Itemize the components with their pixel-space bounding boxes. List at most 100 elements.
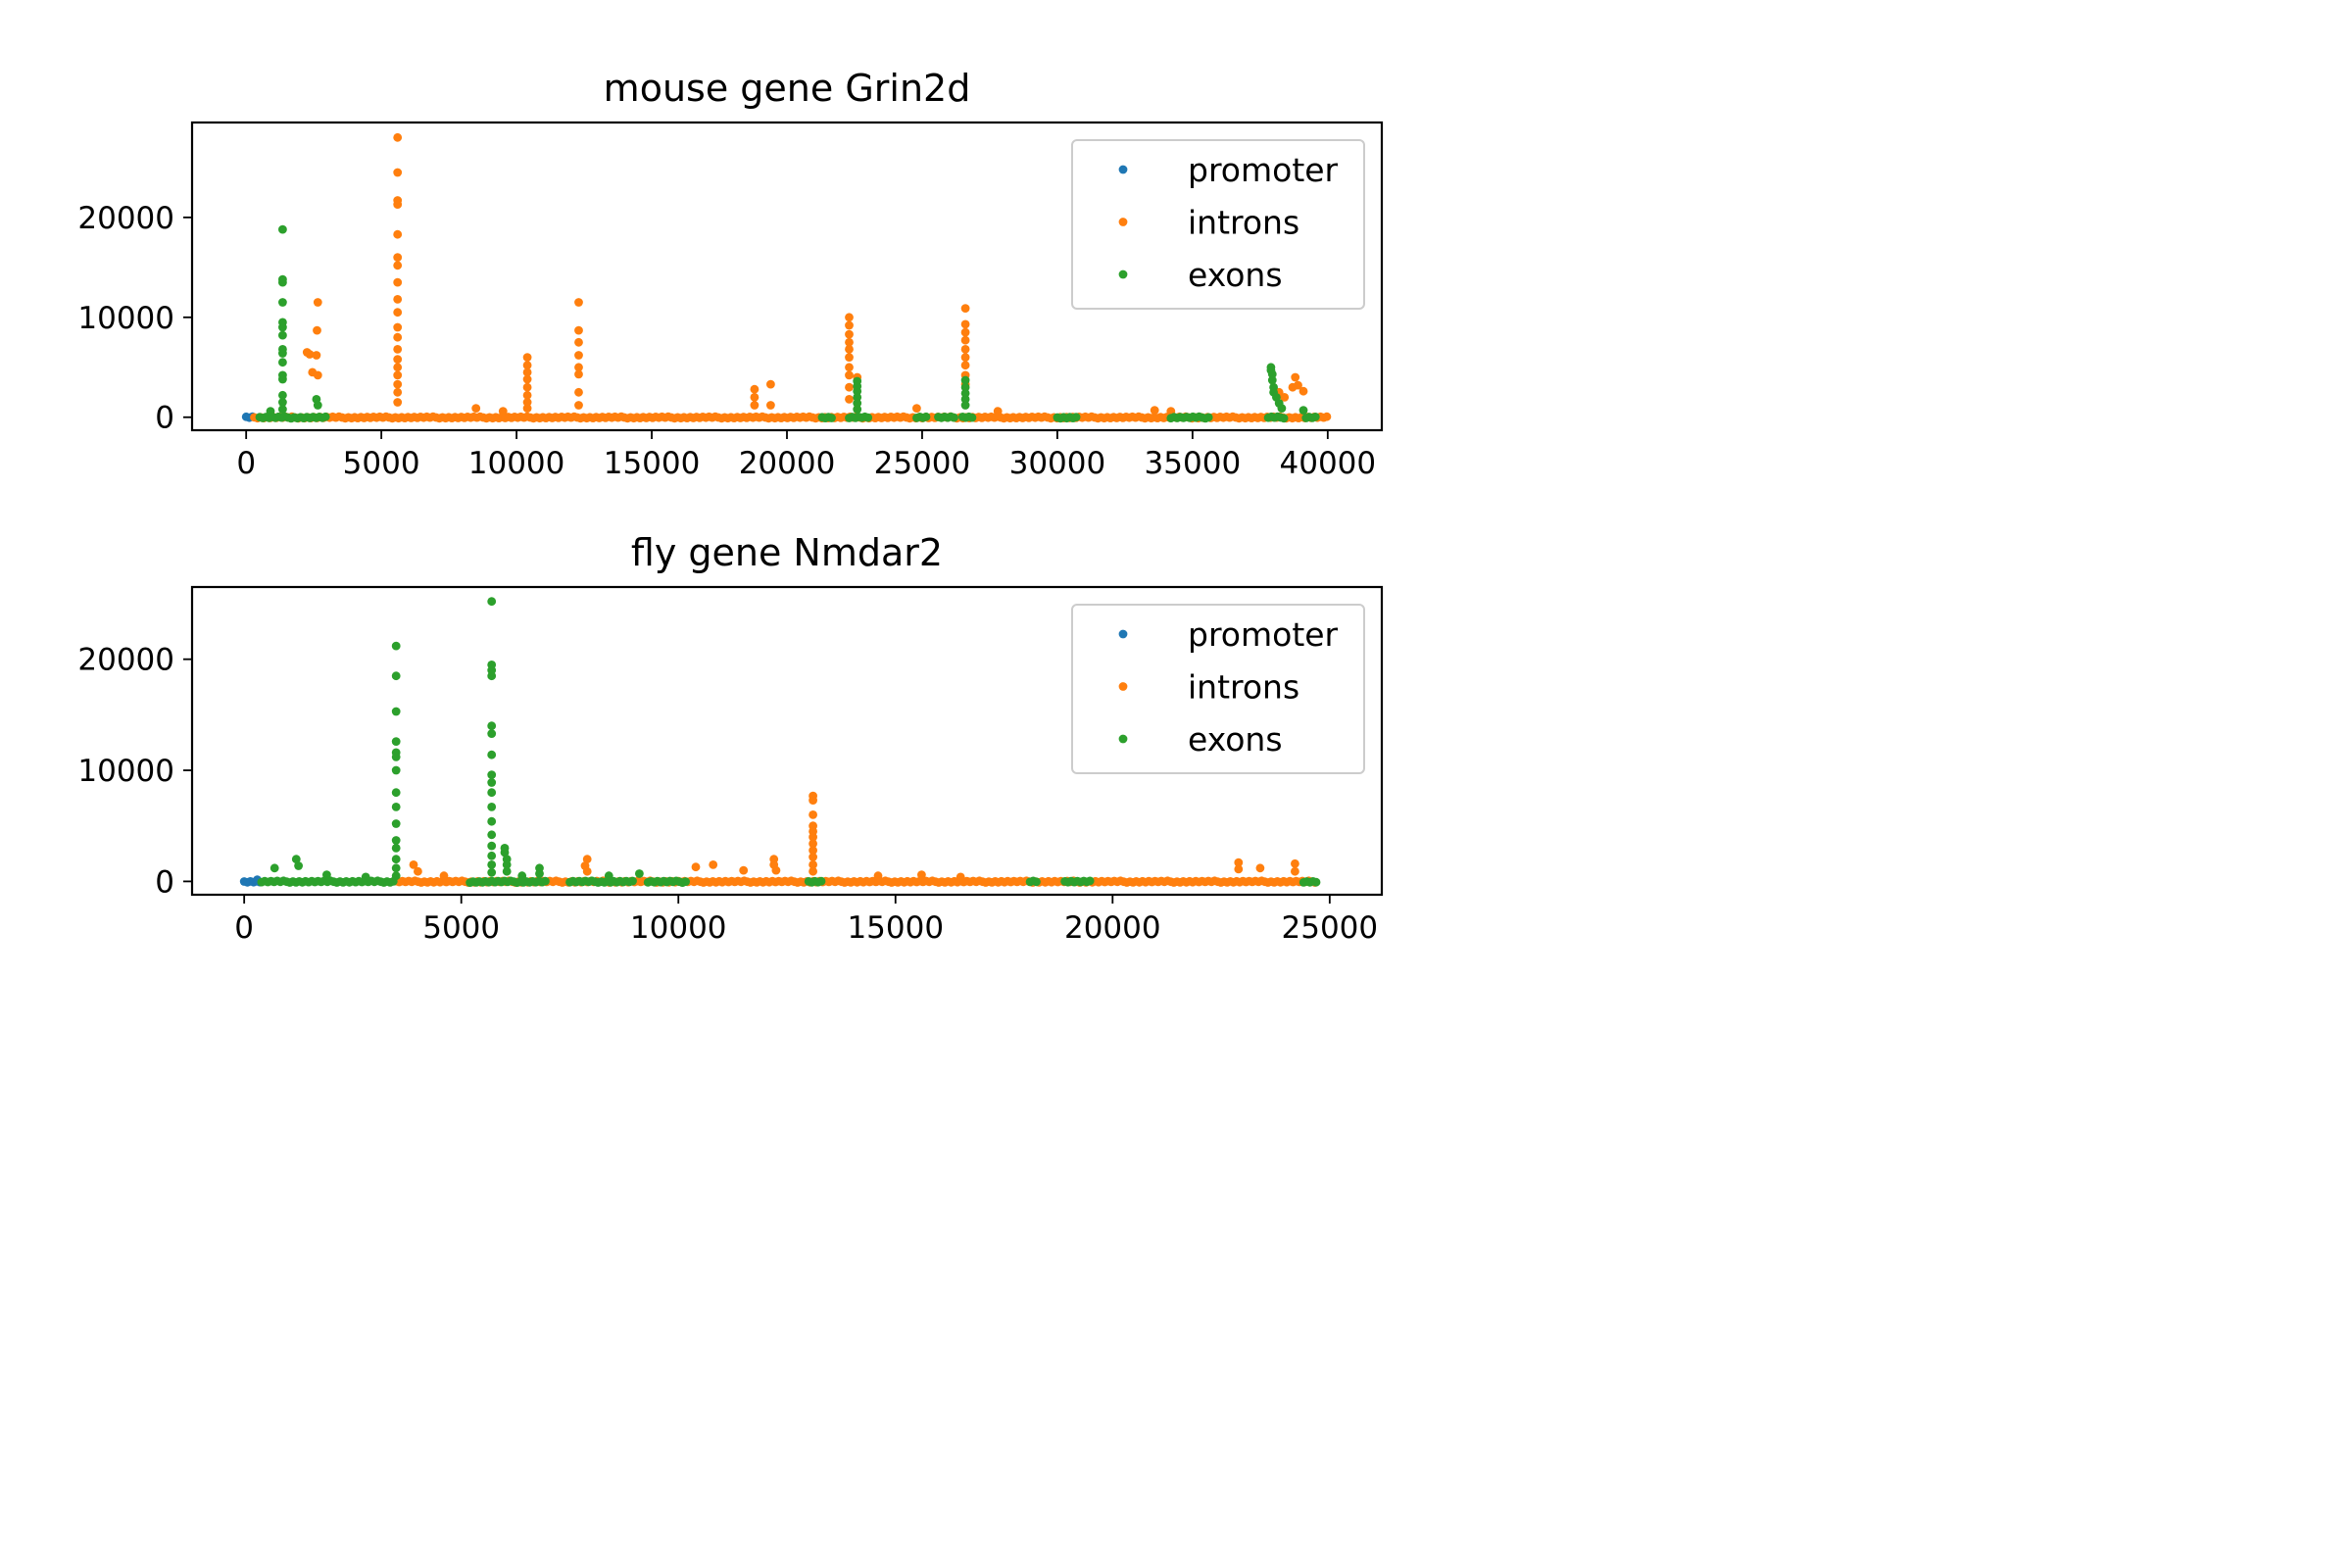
data-point xyxy=(270,863,279,873)
data-point xyxy=(522,404,532,413)
data-point xyxy=(1298,386,1308,396)
data-point xyxy=(808,853,817,861)
data-point xyxy=(391,753,401,761)
x-tick-label: 10000 xyxy=(468,446,565,481)
data-point xyxy=(487,860,497,869)
data-point xyxy=(967,413,977,422)
data-point xyxy=(845,363,854,372)
legend-box xyxy=(1071,139,1365,310)
data-point xyxy=(750,393,760,402)
data-point xyxy=(950,413,958,422)
y-tick-label: 0 xyxy=(155,864,174,900)
legend-label-promoter: promoter xyxy=(1188,615,1339,654)
data-point xyxy=(635,869,644,878)
data-point xyxy=(845,370,854,380)
data-point xyxy=(322,870,331,879)
data-point xyxy=(393,132,403,142)
data-point xyxy=(487,788,497,798)
data-point xyxy=(1291,866,1299,876)
data-point xyxy=(487,851,497,860)
data-point xyxy=(294,861,303,870)
legend-marker-exons xyxy=(1118,734,1128,744)
data-point xyxy=(535,869,544,878)
data-point xyxy=(487,830,497,840)
data-point xyxy=(582,855,592,864)
series-promoter xyxy=(239,875,265,887)
y-tick-label: 10000 xyxy=(77,301,174,336)
data-point xyxy=(361,872,370,882)
data-point xyxy=(574,401,583,410)
data-point xyxy=(393,277,403,287)
data-point xyxy=(1267,369,1277,379)
data-point xyxy=(845,353,854,362)
data-point xyxy=(604,871,613,881)
data-point xyxy=(502,860,512,869)
x-tick-label: 0 xyxy=(236,446,256,481)
chart-title: fly gene Nmdar2 xyxy=(631,531,943,574)
data-point xyxy=(312,351,321,360)
x-tick-label: 5000 xyxy=(343,446,420,481)
data-point xyxy=(393,363,403,372)
data-point xyxy=(487,597,497,607)
data-point xyxy=(1311,877,1321,887)
data-point xyxy=(960,304,970,313)
data-point xyxy=(1203,413,1213,422)
data-point xyxy=(574,325,583,335)
data-point xyxy=(393,229,403,239)
legend-marker-promoter xyxy=(1118,629,1128,639)
data-point xyxy=(522,361,532,370)
data-point xyxy=(853,386,862,396)
data-point xyxy=(960,361,970,370)
data-point xyxy=(393,387,403,397)
data-point xyxy=(960,335,970,345)
data-point xyxy=(414,866,422,876)
data-point xyxy=(845,313,854,322)
legend-label-exons: exons xyxy=(1188,256,1283,294)
data-point xyxy=(1032,877,1041,887)
data-point xyxy=(1255,863,1265,873)
data-point xyxy=(917,870,926,879)
data-point xyxy=(574,363,583,372)
data-point xyxy=(766,401,775,410)
data-point xyxy=(863,413,873,422)
data-point xyxy=(391,819,401,828)
data-point xyxy=(1085,876,1095,886)
data-point xyxy=(487,816,497,826)
data-point xyxy=(960,353,970,362)
data-point xyxy=(498,407,508,416)
data-point xyxy=(522,374,532,384)
data-point xyxy=(1150,406,1159,415)
data-point xyxy=(1267,375,1277,385)
data-point xyxy=(278,330,287,340)
legend: promoter introns exons xyxy=(1071,604,1365,774)
data-point xyxy=(393,355,403,364)
data-point xyxy=(960,327,970,337)
data-point xyxy=(291,855,301,864)
legend-marker-introns xyxy=(1118,218,1128,226)
data-point xyxy=(409,860,418,869)
data-point xyxy=(313,325,321,335)
data-point xyxy=(993,407,1003,416)
chart-1: mouse gene Grin2d 0 5000 10000 15000 20000 250… xyxy=(77,67,1384,481)
data-point xyxy=(487,721,497,731)
x-tick-label: 30000 xyxy=(1009,446,1106,481)
data-point xyxy=(1310,413,1320,421)
data-point xyxy=(391,836,401,845)
data-point xyxy=(391,671,401,681)
data-point xyxy=(1298,406,1308,415)
data-point xyxy=(1280,393,1290,402)
data-point xyxy=(393,168,403,177)
data-point xyxy=(1277,404,1287,413)
data-point xyxy=(391,844,401,853)
data-point xyxy=(522,368,532,377)
data-point xyxy=(1234,864,1244,874)
data-point xyxy=(278,322,287,332)
data-point xyxy=(278,298,287,307)
data-point xyxy=(487,778,497,787)
data-point xyxy=(439,871,449,881)
data-point xyxy=(574,387,583,397)
data-point xyxy=(1279,414,1289,423)
data-point xyxy=(750,384,760,394)
data-point xyxy=(391,737,401,746)
x-tick-label: 5000 xyxy=(422,910,500,946)
